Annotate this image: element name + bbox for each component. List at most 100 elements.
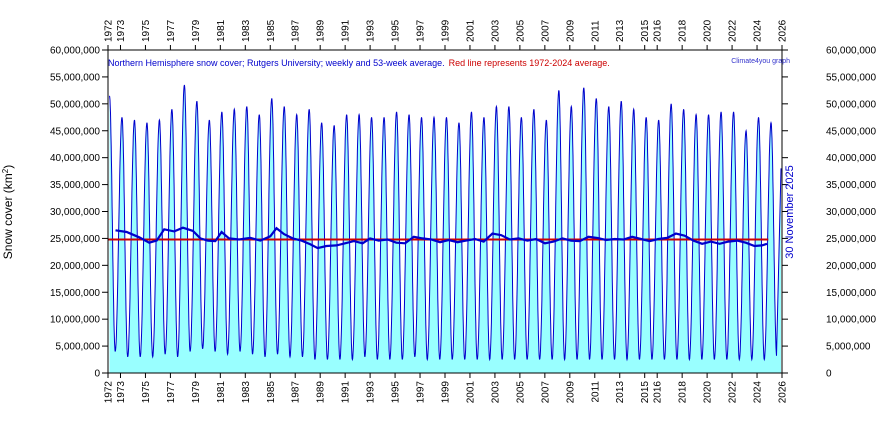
y-tick-label-right: 35,000,000	[826, 180, 876, 191]
y-tick-label-left: 15,000,000	[50, 288, 100, 299]
y-tick-label-right: 55,000,000	[826, 72, 876, 83]
x-tick-label-top: 1993	[366, 19, 377, 42]
y-tick-label-right: 50,000,000	[826, 99, 876, 110]
x-tick-label-bottom: 1985	[266, 381, 277, 404]
x-tick-label-bottom: 2005	[515, 381, 526, 404]
x-tick-label-top: 1979	[191, 19, 202, 42]
y-tick-label-left: 30,000,000	[50, 207, 100, 218]
x-tick-label-bottom: 1991	[341, 381, 352, 404]
x-tick-label-top: 1977	[166, 19, 177, 42]
y-axis-right: 0 5,000,000 10,000,000 15,000,000 20,000,000…	[782, 46, 876, 380]
x-tick-label-bottom: 1977	[166, 381, 177, 404]
x-tick-label-top: 1972	[104, 19, 115, 42]
x-tick-label-top: 2018	[678, 19, 689, 42]
x-tick-label-bottom: 1983	[241, 381, 252, 404]
x-tick-label-top: 2024	[753, 19, 764, 42]
y-tick-label-right: 5,000,000	[826, 342, 871, 353]
x-tick-label-bottom: 2022	[728, 381, 739, 404]
y-tick-label-left: 45,000,000	[50, 126, 100, 137]
x-axis-top: 1972 1973 1975 1977 1979 1981 1983 1985 1987 1989…	[104, 19, 789, 50]
x-tick-label-bottom: 1993	[366, 381, 377, 404]
x-tick-label-bottom: 2024	[753, 381, 764, 404]
x-tick-label-top: 2007	[540, 19, 551, 42]
x-tick-label-top: 2005	[515, 19, 526, 42]
x-tick-label-top: 2011	[590, 20, 601, 42]
weekly-series	[109, 84, 782, 362]
y-tick-label-left: 50,000,000	[50, 99, 100, 110]
x-tick-label-bottom: 2026	[778, 381, 789, 404]
x-tick-label-bottom: 2001	[465, 381, 476, 404]
y-tick-label-left: 40,000,000	[50, 153, 100, 164]
x-tick-label-bottom: 1979	[191, 381, 202, 404]
x-tick-label-top: 2015	[640, 19, 651, 42]
y-axis-label: Snow cover (km2)	[1, 165, 15, 259]
running-average-group	[115, 226, 768, 250]
x-tick-label-bottom: 2013	[615, 381, 626, 404]
x-tick-label-bottom: 1999	[441, 381, 452, 404]
y-axis-left: 0 5,000,000 10,000,000 15,000,000 20,000,000…	[50, 46, 108, 380]
y-tick-label-right: 20,000,000	[826, 261, 876, 272]
y-tick-label-left: 0	[94, 369, 100, 380]
credit-label: Climate4you graph	[731, 58, 790, 65]
x-tick-label-top: 1997	[416, 19, 427, 42]
x-tick-label-top: 1973	[116, 19, 127, 42]
date-label: 30 November 2025	[784, 165, 796, 259]
x-tick-label-bottom: 2016	[653, 381, 664, 404]
x-tick-label-top: 1985	[266, 19, 277, 42]
x-tick-label-top: 1995	[391, 19, 402, 42]
x-tick-label-bottom: 1987	[291, 381, 302, 404]
x-tick-label-bottom: 2007	[540, 381, 551, 404]
x-tick-label-top: 1981	[216, 19, 227, 42]
x-tick-label-top: 1983	[241, 19, 252, 42]
y-tick-label-left: 20,000,000	[50, 261, 100, 272]
x-tick-label-top: 2001	[465, 19, 476, 42]
y-tick-label-right: 45,000,000	[826, 126, 876, 137]
x-tick-label-bottom: 2018	[678, 381, 689, 404]
x-tick-label-bottom: 1975	[141, 381, 152, 404]
x-tick-label-top: 2016	[653, 19, 664, 42]
x-tick-label-top: 1989	[316, 19, 327, 42]
x-tick-label-bottom: 1973	[116, 381, 127, 404]
weekly-fill	[109, 85, 781, 373]
x-tick-label-top: 2013	[615, 19, 626, 42]
x-tick-label-top: 2026	[778, 19, 789, 42]
x-tick-label-top: 1991	[341, 19, 352, 42]
chart-title-note: Red line represents 1972-2024 average.	[449, 58, 610, 68]
x-tick-label-bottom: 2020	[703, 381, 714, 404]
x-tick-label-top: 2020	[703, 19, 714, 42]
x-tick-label-top: 1987	[291, 19, 302, 42]
running-average-53wk-line	[115, 226, 768, 250]
y-tick-label-left: 25,000,000	[50, 234, 100, 245]
x-tick-label-bottom: 1989	[316, 381, 327, 404]
x-tick-label-top: 2003	[490, 19, 501, 42]
chart-title: Northern Hemisphere snow cover; Rutgers …	[108, 58, 610, 68]
x-tick-label-bottom: 2009	[565, 381, 576, 404]
y-tick-label-left: 55,000,000	[50, 72, 100, 83]
x-tick-label-top: 1999	[441, 19, 452, 42]
cover-fill-area	[109, 85, 781, 373]
y-tick-label-left: 35,000,000	[50, 180, 100, 191]
y-tick-label-right: 40,000,000	[826, 153, 876, 164]
x-tick-label-top: 1975	[141, 19, 152, 42]
x-tick-label-bottom: 1995	[391, 381, 402, 404]
y-tick-label-left: 60,000,000	[50, 46, 100, 57]
y-tick-label-right: 60,000,000	[826, 46, 876, 57]
x-tick-label-bottom: 1997	[416, 381, 427, 404]
x-tick-label-bottom: 2015	[640, 381, 651, 404]
x-tick-label-bottom: 1972	[104, 381, 115, 404]
y-tick-label-right: 15,000,000	[826, 288, 876, 299]
x-tick-label-top: 2022	[728, 19, 739, 42]
y-tick-label-left: 10,000,000	[50, 315, 100, 326]
x-tick-label-bottom: 1981	[216, 381, 227, 404]
x-tick-label-bottom: 2011	[590, 381, 601, 403]
x-tick-label-top: 2009	[565, 19, 576, 42]
y-tick-label-right: 0	[826, 369, 832, 380]
y-tick-label-left: 5,000,000	[56, 342, 101, 353]
y-tick-label-right: 25,000,000	[826, 234, 876, 245]
y-tick-label-right: 10,000,000	[826, 315, 876, 326]
weekly-snow-cover-line	[109, 84, 782, 362]
x-tick-label-bottom: 2003	[490, 381, 501, 404]
x-axis-bottom: 1972 1973 1975 1977 1979 1981 1983 1985 1987 1989…	[104, 373, 789, 403]
y-tick-label-right: 30,000,000	[826, 207, 876, 218]
